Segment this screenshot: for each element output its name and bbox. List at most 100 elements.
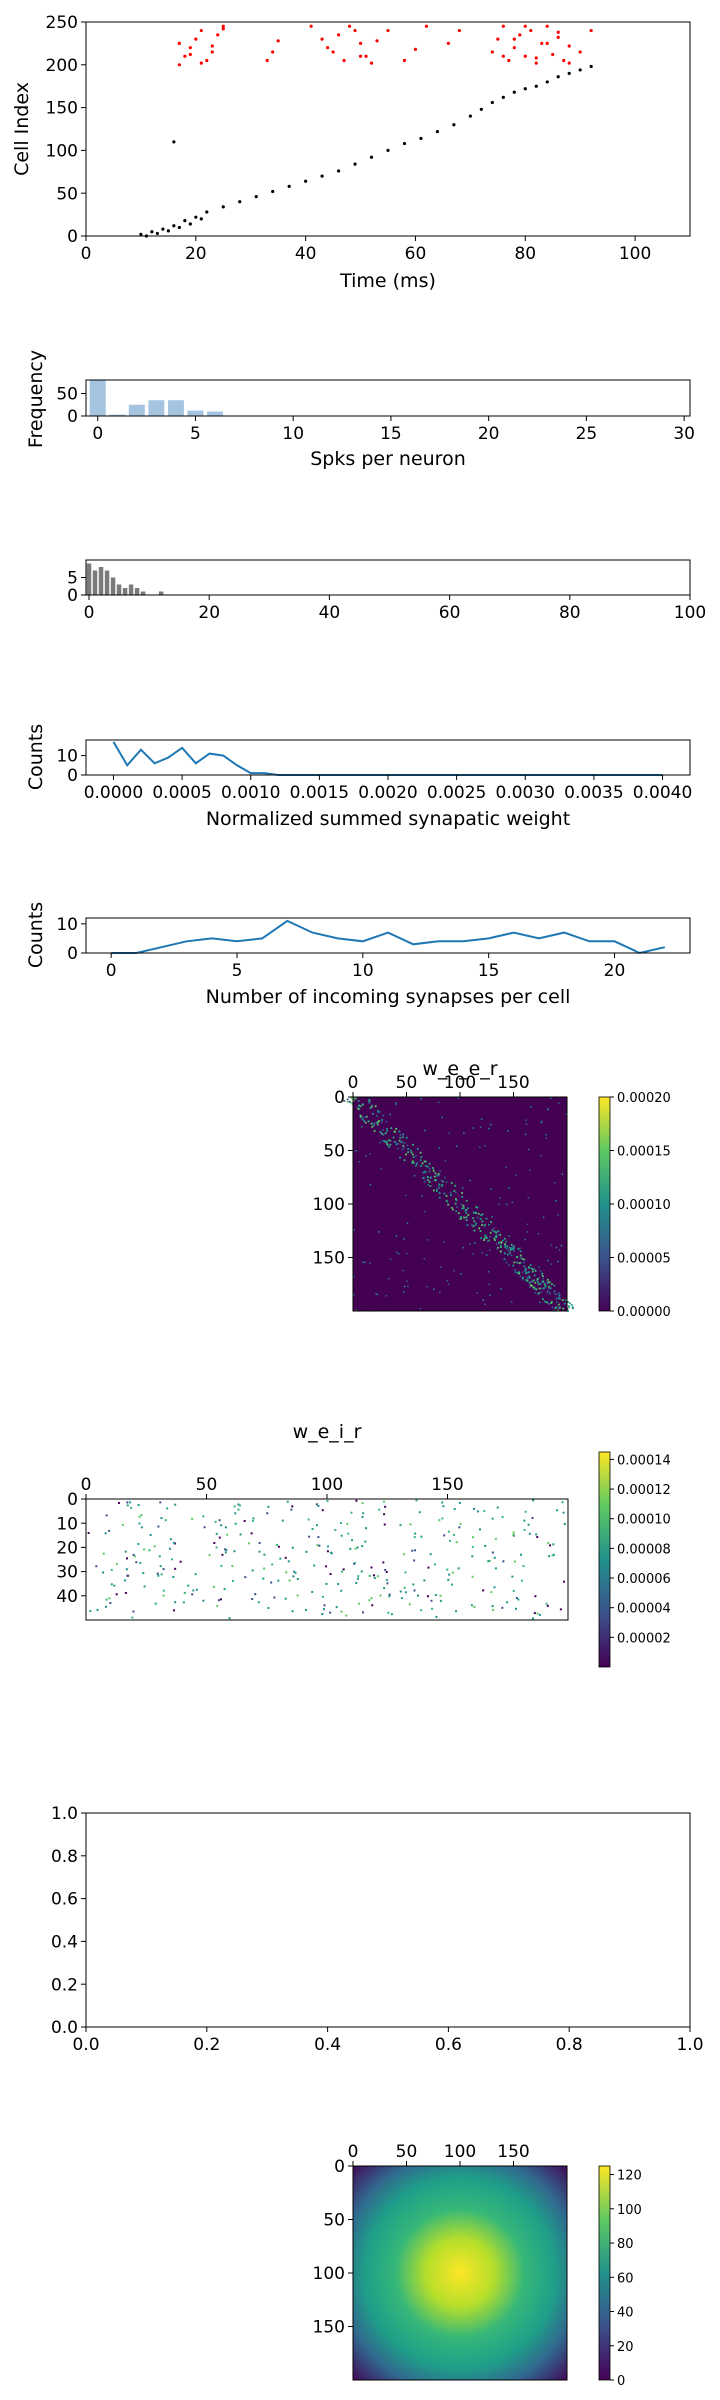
weight-dot [232,1579,235,1582]
weight-speckle [432,1168,435,1171]
weight-speckle [526,1223,529,1226]
weight-dot [218,1536,221,1539]
diagonal-weight [352,1099,355,1102]
diagonal-weight [517,1248,520,1250]
spike-point [518,33,522,37]
spike-point [364,54,368,58]
diagonal-weight [541,1298,544,1301]
weight-speckle [376,1115,378,1117]
empty-x-tick-label: 0.4 [314,2035,341,2055]
diagonal-weight [475,1211,477,1214]
diagonal-weight [550,1301,553,1304]
diagonal-weight [346,1098,349,1101]
weight-dot [552,1543,555,1546]
weight-speckle [557,1260,559,1263]
spike-point [287,184,291,188]
weight-dot [105,1598,108,1601]
spike-point [496,37,500,41]
weight-dot [102,1571,105,1574]
weight-dot [511,1575,514,1578]
weight-speckle [473,1242,476,1244]
diagonal-weight [467,1214,470,1216]
w-e-e-r-y-ticks: 0 50 100 150 [313,1088,353,1269]
weight-dot [536,1536,539,1539]
diagonal-weight [509,1247,512,1249]
weight-x-tick-label: 0.0035 [564,783,623,803]
weight-y-label: Counts [25,724,47,790]
diagonal-weight [490,1221,492,1223]
spike-point [424,24,429,28]
diagonal-weight [506,1253,509,1256]
diagonal-weight [402,1133,405,1136]
weight-dot [244,1576,247,1579]
weight-dot [238,1504,241,1507]
weight-dot [169,1547,172,1550]
weight-dot [383,1513,386,1516]
weight-dot [458,1526,461,1529]
weight-dot [323,1604,326,1607]
diagonal-weight [407,1151,409,1154]
weight-dot [273,1596,276,1599]
weight-dot [258,1541,261,1544]
weight-speckle [539,1154,542,1157]
spike-point [375,39,379,43]
weight-dot [115,1562,118,1565]
weight-dot [284,1556,287,1559]
diagonal-weight [503,1258,506,1261]
weight-dot [215,1546,218,1549]
spike-point [386,28,390,33]
weight-dot [533,1612,536,1615]
weight-speckle [554,1181,556,1184]
empty-y-tick-label: 0.6 [51,1890,78,1910]
incoming-x-tick-label: 0 [106,961,117,981]
diagonal-weight [534,1291,537,1294]
weight-dot [233,1505,236,1508]
weight-dot [326,1500,329,1503]
diagonal-weight [533,1288,536,1290]
weight-dot [263,1553,266,1556]
weight-dot [441,1501,444,1504]
weight-x-tick-label: 0.0030 [496,783,555,803]
weight-dot [316,1544,319,1547]
weight-dot [87,1531,90,1534]
diagonal-weight [536,1293,539,1296]
weight-speckle [491,1216,493,1218]
raster-y-tick-label: 50 [56,184,78,204]
raster-x-tick-label: 0 [81,244,92,264]
empty-x-tick-label: 0.2 [193,2035,220,2055]
colorbar-tick-label: 60 [617,2271,634,2286]
diagonal-weight [544,1284,546,1286]
weight-dot [561,1501,564,1504]
weight-speckle [515,1174,517,1177]
w-e-e-r-x-ticks: 0 50 100 150 [348,1073,530,1097]
diagonal-weight [486,1240,489,1243]
weight-speckle [353,1229,355,1231]
diagonal-weight [376,1123,379,1126]
diagonal-weight [364,1121,367,1124]
diagonal-weight [559,1306,561,1309]
weight-dot [294,1571,297,1574]
weight-dot [412,1583,415,1586]
diagonal-weight [395,1143,398,1146]
weight-dot [562,1511,565,1514]
weight-dot [132,1553,135,1556]
weight-dot [358,1602,361,1605]
weight-dot [360,1570,363,1573]
diagonal-weight [510,1254,513,1257]
weight-speckle [378,1231,380,1233]
diagonal-weight [543,1300,546,1303]
diagonal-weight [546,1289,549,1292]
diagonal-weight [499,1245,502,1247]
w-e-i-r-colorbar-ticks: 0.00002 0.00004 0.00006 0.00008 0.00010 0.000… [610,1453,671,1646]
weight-dot [172,1541,175,1544]
hist-bar [86,563,92,595]
diagonal-weight [570,1304,573,1306]
diagonal-weight [505,1240,508,1243]
weight-dot [459,1523,462,1526]
diagonal-weight [497,1230,500,1233]
weight-speckle [542,1287,544,1290]
diagonal-weight [504,1245,506,1247]
spike-hist-axes-frame [85,379,691,417]
weight-speckle [489,1123,492,1126]
diagonal-weight [436,1174,439,1177]
